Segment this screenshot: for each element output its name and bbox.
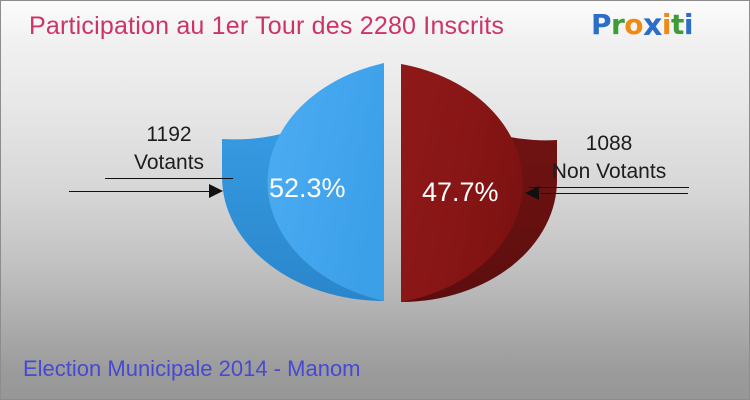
callout-votants-arrow-icon (209, 184, 223, 198)
callout-non-votants-value: 1088 (585, 132, 633, 155)
callout-non-votants-arrow-icon (525, 186, 539, 200)
logo-letter-o: o (624, 8, 644, 41)
callout-votants-label: Votants (105, 149, 233, 180)
logo-letter-r: r (610, 8, 625, 41)
page-title: Participation au 1er Tour des 2280 Inscr… (29, 12, 505, 40)
chart-subtitle: Election Municipale 2014 - Manom (23, 356, 361, 381)
callout-non-votants: 1088 Non Votants (529, 130, 689, 189)
callout-votants-arrow-line (69, 191, 211, 192)
proxiti-logo[interactable]: Proxiti (590, 8, 694, 43)
logo-letter-p: P (590, 8, 612, 41)
logo-letter-i2: i (683, 8, 694, 41)
callout-votants-value: 1192 (146, 123, 192, 146)
logo-letter-x: x (643, 8, 662, 43)
pie-slice-votants[interactable] (267, 63, 384, 301)
callout-non-votants-arrow-line (541, 193, 688, 194)
logo-letter-i1: i (661, 8, 672, 41)
callout-non-votants-label: Non Votants (529, 158, 689, 189)
slice-percent-non-votants: 47.7% (422, 177, 499, 207)
pie-slice-non-votants[interactable] (401, 64, 523, 302)
callout-votants: 1192 Votants (105, 121, 233, 180)
logo-letter-t: t (671, 8, 684, 41)
slice-percent-votants: 52.3% (269, 173, 346, 203)
